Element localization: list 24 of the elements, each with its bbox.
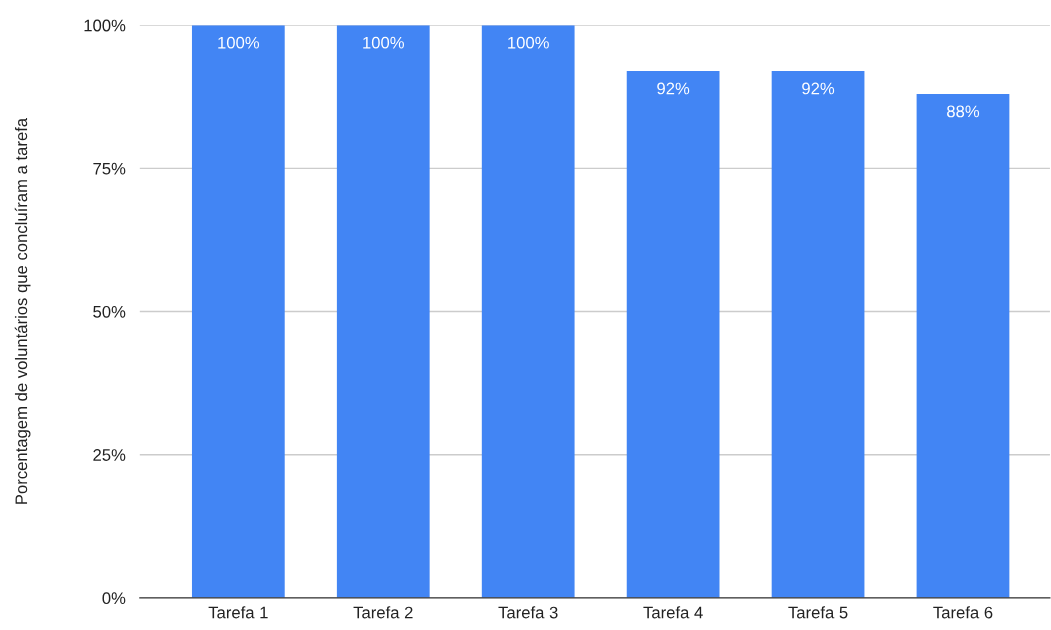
data-label: 92%: [657, 82, 690, 95]
y-tick-label: 0%: [102, 592, 126, 605]
bar: [191, 25, 285, 598]
y-tick-label: 50%: [93, 305, 126, 318]
data-label: 92%: [802, 82, 835, 95]
x-tick-label: Tarefa 3: [498, 606, 558, 619]
bar: [481, 25, 575, 598]
bar: [916, 93, 1010, 598]
x-tick-label: Tarefa 5: [788, 606, 848, 619]
y-tick-label: 25%: [93, 449, 126, 461]
x-tick-label: Tarefa 4: [643, 606, 703, 619]
y-tick-label: 75%: [93, 162, 126, 175]
x-tick-label: Tarefa 6: [933, 606, 993, 619]
data-label: 100%: [363, 36, 404, 49]
x-tick-label: Tarefa 2: [353, 606, 413, 619]
x-tick-label: Tarefa 1: [208, 606, 268, 619]
data-label: 100%: [218, 36, 260, 49]
y-axis-title: Porcentagem de voluntários que concluíram a tarefa: [14, 117, 31, 504]
data-label: 100%: [508, 36, 549, 49]
data-label: 88%: [947, 105, 980, 118]
y-tick-label: 100%: [84, 19, 126, 32]
bar: [626, 71, 720, 598]
bar: [336, 25, 430, 598]
bar: [771, 71, 865, 598]
